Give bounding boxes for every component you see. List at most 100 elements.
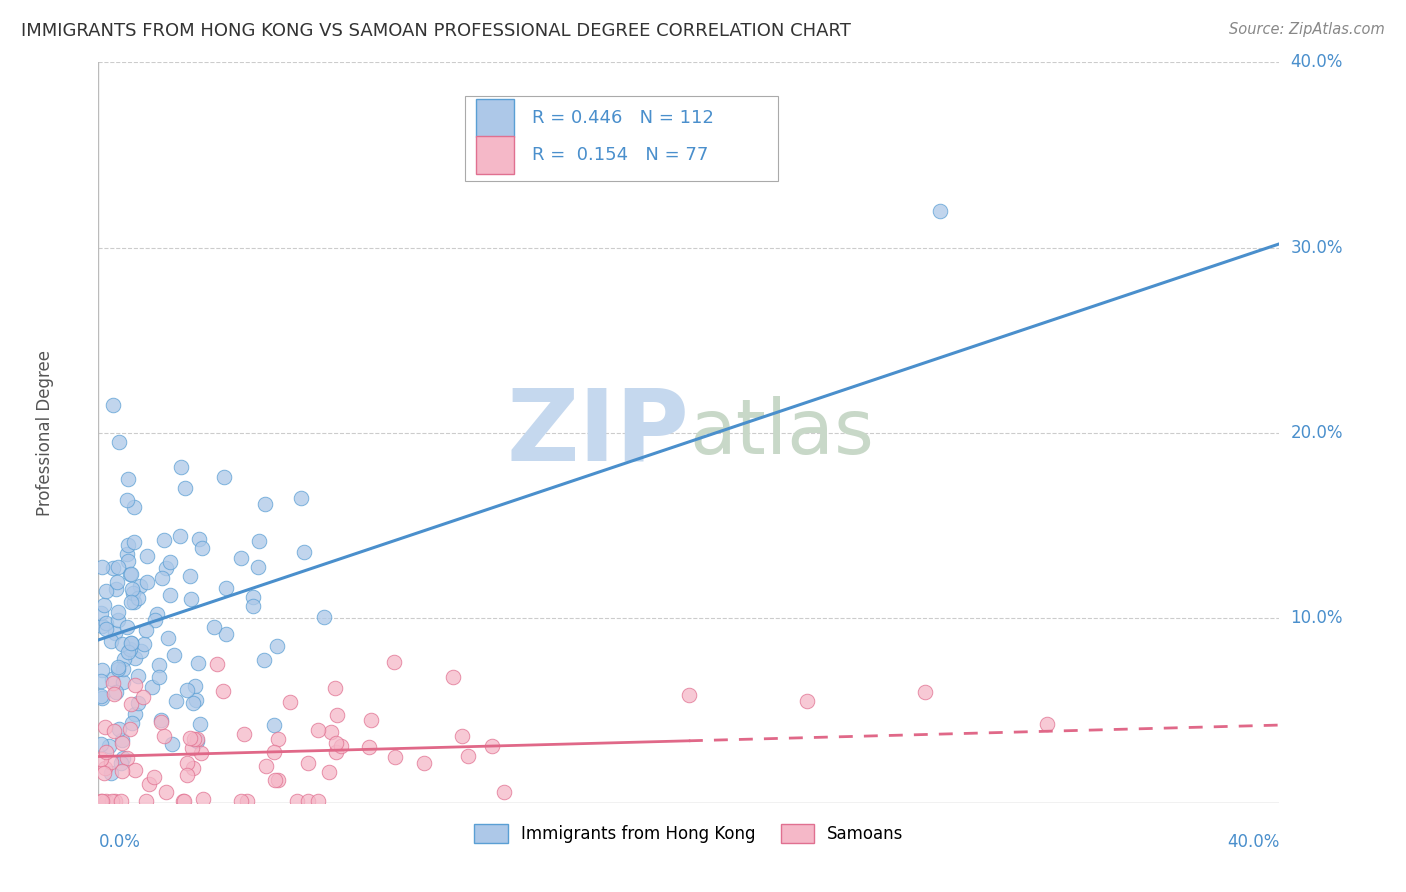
Point [110,756,132,770]
Point [492,785,515,799]
Point [413,756,436,770]
Point [121,595,143,609]
Point [108,434,131,449]
Point [90,690,112,704]
Point [215,627,238,641]
Point [187,657,209,671]
Point [143,613,166,627]
Point [124,650,146,665]
Point [136,574,159,589]
Text: R =  0.154   N = 77: R = 0.154 N = 77 [531,146,709,164]
Point [153,730,176,744]
Point [111,637,134,651]
Point [120,642,142,657]
Legend: Immigrants from Hong Kong, Samoans: Immigrants from Hong Kong, Samoans [468,817,910,850]
Point [256,759,278,773]
Point [94,615,117,630]
Point [110,794,132,808]
Point [124,594,146,608]
Point [382,655,405,669]
Point [179,731,201,745]
Point [148,669,170,683]
Point [266,640,288,654]
Point [212,684,235,698]
Point [121,635,143,649]
Point [141,681,163,695]
Point [174,481,197,495]
Point [914,685,936,699]
Point [112,674,135,689]
Point [205,657,228,671]
Point [129,644,152,658]
Text: 40.0%: 40.0% [1291,54,1343,71]
Point [121,582,143,596]
Point [120,566,142,581]
Point [678,689,700,703]
Point [91,663,114,677]
Point [172,794,194,808]
Point [110,733,132,747]
Point [128,579,150,593]
Point [247,534,270,549]
Point [94,761,117,775]
Point [150,571,173,585]
Text: 20.0%: 20.0% [1291,424,1343,442]
Text: ZIP: ZIP [506,384,689,481]
Point [229,550,252,565]
Point [307,723,329,737]
Point [193,792,215,806]
Point [107,575,129,590]
Point [111,736,134,750]
Point [187,532,209,546]
Point [127,591,149,605]
Point [100,766,122,780]
Point [101,672,124,686]
Text: R = 0.446   N = 112: R = 0.446 N = 112 [531,109,714,127]
Point [215,581,238,595]
Point [122,586,145,600]
Point [163,648,186,662]
Point [263,718,285,732]
Point [90,673,112,688]
Point [214,470,236,484]
Point [100,756,122,770]
Point [115,547,138,561]
Point [176,756,198,770]
Point [267,732,290,747]
Text: atlas: atlas [689,396,873,469]
Point [115,492,138,507]
Point [111,751,134,765]
Point [117,645,139,659]
Point [107,605,129,619]
Point [184,680,207,694]
Point [173,794,195,808]
Point [96,622,118,636]
Point [124,707,146,722]
Point [202,620,225,634]
Point [796,694,818,708]
Point [263,772,285,787]
Point [325,736,347,750]
Point [101,676,124,690]
Point [120,722,142,736]
Point [135,794,157,808]
Point [159,588,181,602]
Point [90,752,112,766]
Point [127,696,149,710]
Point [159,556,181,570]
Point [156,631,179,645]
Point [290,491,312,505]
Point [170,460,193,475]
Point [253,653,276,667]
Point [121,715,143,730]
Point [254,497,277,511]
Point [107,560,129,574]
Point [307,794,329,808]
Point [148,658,170,673]
Point [263,745,285,759]
Point [111,662,134,676]
Point [186,693,208,707]
Point [267,773,290,788]
Point [318,765,340,780]
FancyBboxPatch shape [464,95,778,181]
